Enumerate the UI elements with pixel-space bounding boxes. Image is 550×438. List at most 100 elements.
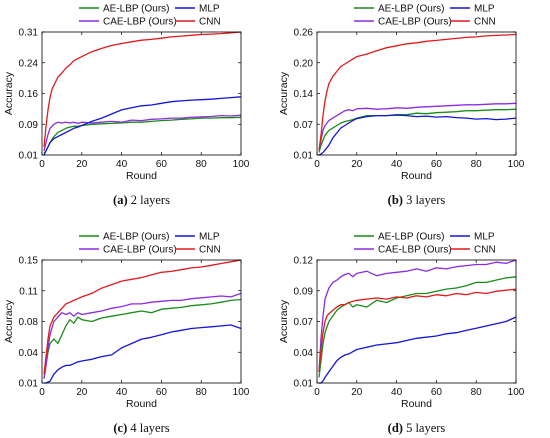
y-tick-label-3: 0.09 (294, 286, 314, 297)
panel-caption: (d) 5 layers (388, 421, 446, 435)
x-tick-label-5: 100 (508, 387, 525, 398)
legend-label-1: MLP (474, 232, 495, 243)
x-tick-label-0: 0 (314, 159, 320, 170)
x-tick-label-4: 80 (471, 159, 483, 170)
panel-caption: (a) 2 layers (113, 193, 170, 207)
x-axis-label: Round (126, 398, 157, 410)
x-tick-label-4: 80 (196, 387, 208, 398)
y-tick-label-3: 0.11 (19, 286, 38, 297)
y-tick-label-3: 0.24 (19, 58, 39, 69)
series-line-cnn (43, 259, 242, 375)
series-line-cnn (318, 33, 517, 151)
y-tick-label-2: 0.08 (19, 317, 39, 328)
series-line-ae-lbp-ours (318, 108, 517, 153)
y-tick-label-1: 0.07 (294, 120, 314, 131)
legend-label-0: AE-LBP (Ours) (103, 4, 170, 15)
series-line-ae-lbp-ours (43, 298, 242, 379)
y-tick-label-2: 0.16 (19, 89, 39, 100)
legend-label-0: AE-LBP (Ours) (378, 4, 445, 15)
legend-label-2: CAE-LBP (Ours) (103, 245, 177, 256)
series-line-mlp (44, 324, 242, 384)
y-tick-label-0: 0.01 (294, 151, 314, 162)
y-tick-label-0: 0.01 (19, 379, 39, 390)
x-tick-label-4: 80 (471, 387, 483, 398)
series-line-ae-lbp-ours (43, 116, 242, 154)
series-line-cae-lbp-ours (318, 102, 517, 151)
legend-label-2: CAE-LBP (Ours) (378, 17, 452, 28)
panel-caption: (c) 4 layers (113, 421, 169, 435)
chart-panel-b: AE-LBP (Ours) MLP CAE-LBP (Ours) CNN 0.01 0.0… (278, 4, 525, 208)
legend-label-1: MLP (199, 4, 220, 15)
caption-text: 5 layers (403, 421, 445, 435)
y-axis-label: Accuracy (278, 71, 290, 115)
y-tick-label-1: 0.04 (294, 348, 314, 359)
x-tick-label-0: 0 (39, 159, 45, 170)
legend-label-0: AE-LBP (Ours) (378, 232, 445, 243)
legend-label-3: CNN (474, 17, 496, 28)
legend-label-0: AE-LBP (Ours) (103, 232, 170, 243)
x-tick-label-2: 40 (116, 159, 128, 170)
x-tick-label-3: 60 (431, 387, 443, 398)
x-tick-label-1: 20 (351, 387, 363, 398)
caption-text: 3 layers (403, 193, 445, 207)
x-tick-label-2: 40 (116, 387, 128, 398)
y-tick-label-3: 0.20 (294, 58, 314, 69)
y-axis-label: Accuracy (3, 71, 15, 115)
plot-frame (316, 31, 517, 156)
y-tick-label-4: 0.12 (294, 256, 314, 267)
x-tick-label-1: 20 (351, 159, 363, 170)
x-tick-label-0: 0 (314, 387, 320, 398)
x-tick-label-3: 60 (156, 159, 168, 170)
x-tick-label-0: 0 (39, 387, 45, 398)
y-tick-label-1: 0.09 (19, 120, 39, 131)
x-tick-label-2: 40 (391, 387, 403, 398)
legend-label-3: CNN (199, 17, 221, 28)
plot-frame (41, 259, 242, 384)
x-tick-label-1: 20 (76, 159, 88, 170)
x-tick-label-3: 60 (431, 159, 443, 170)
panel-caption: (b) 3 layers (388, 193, 446, 207)
y-tick-label-0: 0.01 (294, 379, 314, 390)
series-line-mlp (43, 96, 242, 156)
plot-frame (316, 259, 517, 384)
y-tick-label-2: 0.14 (294, 89, 314, 100)
legend-label-3: CNN (474, 245, 496, 256)
x-tick-label-4: 80 (196, 159, 208, 170)
x-tick-label-5: 100 (233, 387, 250, 398)
series-line-cnn (43, 31, 242, 147)
y-tick-label-4: 0.26 (294, 28, 314, 39)
legend-label-1: MLP (199, 232, 220, 243)
caption-text: 4 layers (127, 421, 169, 435)
legend-label-2: CAE-LBP (Ours) (378, 245, 452, 256)
legend-label-1: MLP (474, 4, 495, 15)
y-tick-label-1: 0.04 (19, 348, 39, 359)
series-line-mlp (318, 114, 517, 156)
caption-letter: (d) (388, 421, 403, 435)
series-line-cae-lbp-ours (318, 259, 517, 372)
x-tick-label-5: 100 (508, 159, 525, 170)
x-tick-label-5: 100 (233, 159, 250, 170)
x-axis-label: Round (401, 170, 432, 182)
x-tick-label-1: 20 (76, 387, 88, 398)
y-axis-label: Accuracy (278, 299, 290, 343)
chart-panel-c: AE-LBP (Ours) MLP CAE-LBP (Ours) CNN 0.01 0.0… (3, 232, 250, 436)
x-axis-label: Round (126, 170, 157, 182)
series-line-cae-lbp-ours (43, 114, 242, 152)
legend-label-2: CAE-LBP (Ours) (103, 17, 177, 28)
series-line-mlp (319, 316, 517, 384)
series-line-cnn (318, 288, 517, 372)
caption-letter: (c) (113, 421, 127, 435)
plot-frame (41, 31, 242, 156)
caption-letter: (b) (388, 193, 403, 207)
y-tick-label-0: 0.01 (19, 151, 39, 162)
y-tick-label-2: 0.07 (294, 317, 314, 328)
y-tick-label-4: 0.15 (19, 256, 39, 267)
caption-text: 2 layers (128, 193, 170, 207)
series-line-cae-lbp-ours (43, 292, 242, 379)
y-axis-label: Accuracy (3, 299, 15, 343)
legend-label-3: CNN (199, 245, 221, 256)
series-line-ae-lbp-ours (318, 276, 517, 378)
x-axis-label: Round (401, 398, 432, 410)
chart-panel-d: AE-LBP (Ours) MLP CAE-LBP (Ours) CNN 0.01 0.0… (278, 232, 525, 436)
